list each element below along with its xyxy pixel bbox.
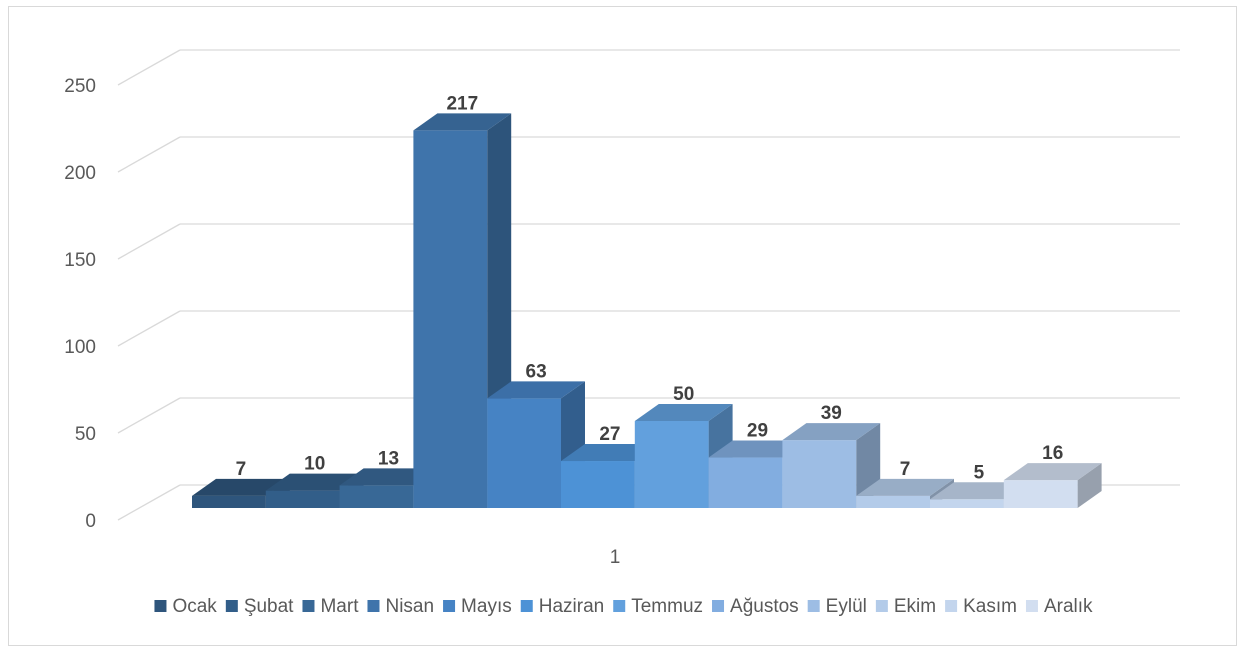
bar-top xyxy=(339,468,438,486)
legend-label: Mart xyxy=(320,596,359,617)
x-tick-label: 1 xyxy=(610,547,621,568)
bar xyxy=(561,461,635,508)
legend-label: Ağustos xyxy=(730,596,799,617)
chart-frame xyxy=(8,6,1237,646)
bar-top xyxy=(782,423,881,441)
legend-label: Şubat xyxy=(244,596,294,617)
bar xyxy=(192,495,266,508)
gridline-diag-100 xyxy=(117,310,181,347)
data-label: 10 xyxy=(304,454,325,475)
bar-top xyxy=(930,482,1028,500)
legend-swatch xyxy=(520,600,533,612)
gridline-diag-50 xyxy=(117,397,181,434)
legend-label: Haziran xyxy=(539,596,604,617)
y-tick-label: 0 xyxy=(85,511,96,532)
y-tick-label: 50 xyxy=(75,424,96,445)
bar xyxy=(1003,480,1078,508)
y-tick-label: 250 xyxy=(64,76,96,97)
y-tick-label: 200 xyxy=(64,163,96,184)
gridline-diag-200 xyxy=(117,136,181,173)
legend-swatch xyxy=(875,600,888,612)
gridline-diag-150 xyxy=(117,223,181,260)
data-label: 50 xyxy=(673,384,694,405)
data-label: 7 xyxy=(236,459,247,480)
bar xyxy=(856,495,930,508)
bar-top xyxy=(265,473,364,491)
legend-label: Mayıs xyxy=(461,596,512,617)
bar xyxy=(708,457,783,508)
legend-swatch xyxy=(613,600,626,612)
bar-top xyxy=(413,113,512,131)
legend-label: Nisan xyxy=(385,596,434,617)
legend-swatch xyxy=(367,600,380,612)
bar-side xyxy=(1077,463,1102,508)
bar-top xyxy=(1003,463,1102,481)
legend-swatch xyxy=(302,600,315,612)
legend-label: Ekim xyxy=(894,596,936,617)
bar xyxy=(930,499,1004,508)
gridline-diag-0 xyxy=(117,484,181,521)
bar-top xyxy=(634,404,733,421)
data-label: 16 xyxy=(1042,443,1063,464)
legend-swatch xyxy=(154,600,167,612)
legend-swatch xyxy=(807,600,820,612)
legend-swatch xyxy=(225,600,238,612)
y-tick-label: 150 xyxy=(64,250,96,271)
data-label: 7 xyxy=(900,459,911,480)
bar-top xyxy=(856,478,954,496)
data-label: 27 xyxy=(599,424,620,445)
bar-top xyxy=(561,444,659,462)
data-label: 39 xyxy=(821,403,842,424)
legend-label: Kasım xyxy=(963,596,1017,617)
data-label: 29 xyxy=(747,421,768,442)
legend-label: Aralık xyxy=(1044,596,1093,617)
legend-label: Ocak xyxy=(172,596,217,617)
data-label: 5 xyxy=(974,462,985,483)
bar xyxy=(782,440,857,508)
bar-top xyxy=(192,478,290,496)
data-label: 63 xyxy=(526,361,547,382)
bar xyxy=(634,421,709,508)
bar xyxy=(339,485,414,508)
legend-label: Eylül xyxy=(826,596,867,617)
legend-label: Temmuz xyxy=(631,596,703,617)
bar xyxy=(487,398,561,508)
bar-top xyxy=(487,381,585,399)
legend-swatch xyxy=(945,600,958,612)
legend-swatch xyxy=(443,600,456,612)
bar-top xyxy=(708,440,807,458)
bar xyxy=(413,130,488,509)
bar xyxy=(265,490,340,508)
gridline-diag-250 xyxy=(117,49,181,86)
y-tick-label: 100 xyxy=(64,337,96,358)
legend-swatch xyxy=(712,600,725,612)
data-label: 217 xyxy=(446,93,478,114)
legend-swatch xyxy=(1025,600,1038,612)
data-label: 13 xyxy=(378,448,399,469)
